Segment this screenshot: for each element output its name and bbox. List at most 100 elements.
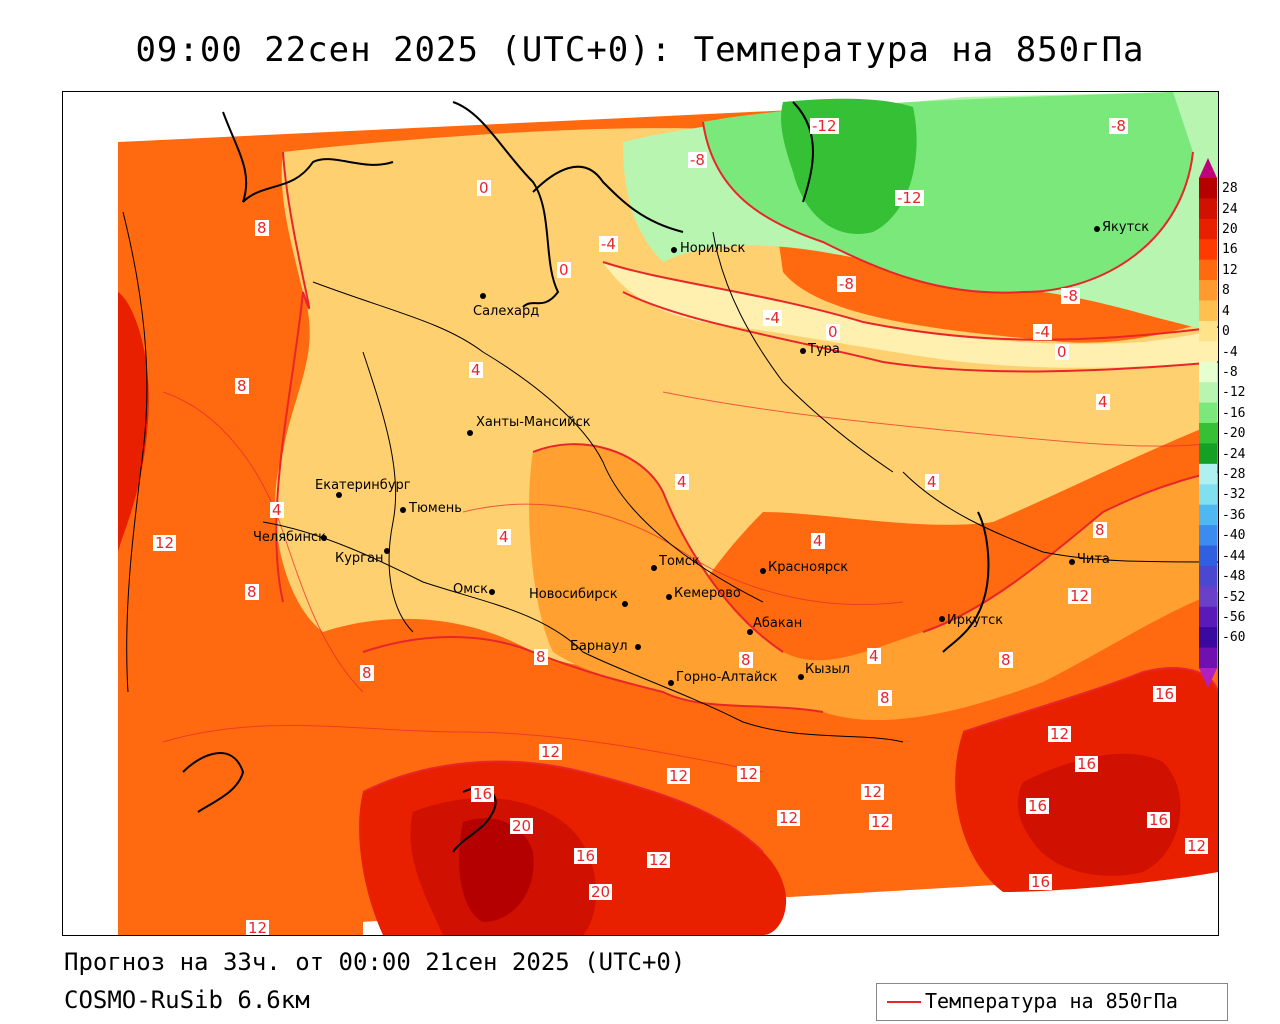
isotherm-label: 12 xyxy=(667,767,691,785)
isotherm-label: 8 xyxy=(999,651,1013,669)
colorbar-swatch xyxy=(1199,504,1217,526)
colorbar-swatch xyxy=(1199,484,1217,506)
isotherm-label: 8 xyxy=(245,583,259,601)
city-dot-abakan xyxy=(747,629,753,635)
colorbar-tick-label: -28 xyxy=(1222,467,1246,483)
isotherm-label: 8 xyxy=(534,648,548,666)
colorbar-swatch xyxy=(1199,239,1217,261)
legend-line-swatch xyxy=(887,1001,921,1003)
isotherm-label: 12 xyxy=(1048,725,1072,743)
city-label-irkutsk: Иркутск xyxy=(947,613,1004,628)
city-dot-gorno-altaysk xyxy=(668,680,674,686)
isotherm-label: -8 xyxy=(1109,117,1128,135)
isotherm-label: 8 xyxy=(360,664,374,682)
isotherm-label: 4 xyxy=(469,361,483,379)
city-label-kemerovo: Кемерово xyxy=(674,586,741,601)
isotherm-label: 8 xyxy=(878,689,892,707)
isotherm-label: 16 xyxy=(1026,797,1050,815)
isotherm-label: 12 xyxy=(869,813,893,831)
isotherm-label: 0 xyxy=(1055,343,1069,361)
isotherm-label: 16 xyxy=(1029,873,1053,891)
isotherm-label: 16 xyxy=(471,785,495,803)
isotherm-label: 12 xyxy=(246,919,270,936)
colorbar-swatch xyxy=(1199,647,1217,669)
city-label-abakan: Абакан xyxy=(753,616,803,631)
colorbar-tick-label: 20 xyxy=(1222,222,1238,238)
colorbar-swatch xyxy=(1199,178,1217,199)
isotherm-label: 8 xyxy=(739,651,753,669)
colorbar-tick-label: 24 xyxy=(1222,201,1238,217)
isotherm-label: -4 xyxy=(1033,323,1052,341)
colorbar-swatch xyxy=(1199,402,1217,424)
colorbar-tick-label: -20 xyxy=(1222,426,1246,442)
isotherm-label: 4 xyxy=(675,473,689,491)
city-label-chita: Чита xyxy=(1077,552,1110,567)
isotherm-label: 20 xyxy=(510,817,534,835)
colorbar-tick-label: -52 xyxy=(1222,589,1246,605)
city-dot-salekhard xyxy=(480,293,486,299)
colorbar-tick-label: -8 xyxy=(1222,364,1238,380)
city-label-gorno-altaysk: Горно-Алтайск xyxy=(676,670,778,685)
city-label-norilsk: Норильск xyxy=(680,241,746,256)
isotherm-label: 0 xyxy=(477,179,491,197)
colorbar-swatch xyxy=(1199,280,1217,301)
isotherm-label: 16 xyxy=(1153,685,1177,703)
forecast-info: Прогноз на 33ч. от 00:00 21сен 2025 (UTC… xyxy=(64,948,686,976)
city-dot-irkutsk xyxy=(939,616,945,622)
isotherm-label: -8 xyxy=(688,151,707,169)
isotherm-label: 16 xyxy=(1147,811,1171,829)
city-label-krasnoyarsk: Красноярск xyxy=(768,560,849,575)
city-dot-barnaul xyxy=(635,644,641,650)
colorbar-swatch xyxy=(1199,423,1217,444)
isotherm-label: -8 xyxy=(1061,287,1080,305)
isotherm-label: 4 xyxy=(270,501,284,519)
colorbar-tick-label: 12 xyxy=(1222,262,1238,278)
isotherm-label: 4 xyxy=(867,647,881,665)
isotherm-label: -8 xyxy=(837,275,856,293)
colorbar-swatch xyxy=(1199,259,1217,281)
isotherm-label: 20 xyxy=(589,883,613,901)
forecast-map: Якутск Норильск Салехард Тура Ханты-Манс… xyxy=(62,91,1219,936)
colorbar-tick-label: -12 xyxy=(1222,385,1246,401)
colorbar-swatch xyxy=(1199,443,1217,465)
city-dot-tura xyxy=(800,348,806,354)
colorbar-swatch xyxy=(1199,525,1217,546)
colorbar-tick-label: 16 xyxy=(1222,242,1238,258)
colorbar-swatch xyxy=(1199,586,1217,608)
city-label-ekaterinburg: Екатеринбург xyxy=(315,478,411,493)
colorbar-tick-label: -48 xyxy=(1222,569,1246,585)
isotherm-label: -4 xyxy=(763,309,782,327)
city-label-kyzyl: Кызыл xyxy=(805,662,850,677)
colorbar-swatch xyxy=(1199,361,1217,383)
colorbar-top-arrow xyxy=(1199,158,1217,178)
city-label-chelyabinsk: Челябинск xyxy=(253,530,327,545)
city-label-barnaul: Барнаул xyxy=(570,639,628,654)
isotherm-label: 12 xyxy=(1068,587,1092,605)
colorbar-swatch xyxy=(1199,300,1217,322)
colorbar-tick-label: 8 xyxy=(1222,283,1230,299)
colorbar-swatch xyxy=(1199,341,1217,363)
colorbar-swatch xyxy=(1199,545,1217,567)
isotherm-label: 4 xyxy=(1096,393,1110,411)
colorbar-swatch xyxy=(1199,382,1217,404)
city-label-kurgan: Курган xyxy=(335,551,384,566)
isotherm-label: -4 xyxy=(599,235,618,253)
isotherm-label: 12 xyxy=(861,783,885,801)
city-dot-kemerovo xyxy=(666,594,672,600)
isotherm-label: 4 xyxy=(811,532,825,550)
city-dot-khanty-mansiysk xyxy=(467,430,473,436)
city-label-tomsk: Томск xyxy=(659,554,700,569)
isotherm-label: 0 xyxy=(826,323,840,341)
colorbar-swatch xyxy=(1199,627,1217,649)
city-label-novosibirsk: Новосибирск xyxy=(529,587,618,602)
colorbar-tick-label: 28 xyxy=(1222,181,1238,197)
city-dot-krasnoyarsk xyxy=(760,568,766,574)
colorbar-swatch xyxy=(1199,218,1217,240)
isotherm-label: 0 xyxy=(557,261,571,279)
colorbar-tick-label: -44 xyxy=(1222,548,1246,564)
colorbar-tick-label: -24 xyxy=(1222,446,1246,462)
city-label-salekhard: Салехард xyxy=(473,304,540,319)
colorbar-tick-label: -40 xyxy=(1222,528,1246,544)
colorbar-tick-label: -4 xyxy=(1222,344,1238,360)
temperature-colorbar xyxy=(1199,158,1217,688)
